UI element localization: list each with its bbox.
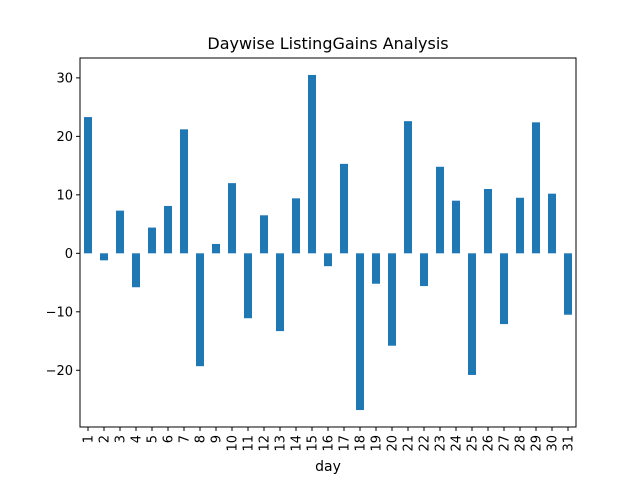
x-tick-label: 27 xyxy=(498,435,513,452)
bar-day-31 xyxy=(564,253,572,315)
x-tick-label: 21 xyxy=(402,435,417,452)
plot-frame xyxy=(79,57,577,428)
bar-day-14 xyxy=(292,198,300,254)
bar-day-15 xyxy=(308,74,316,254)
chart-title: Daywise ListingGains Analysis xyxy=(207,34,448,53)
x-tick-label: 7 xyxy=(178,435,193,443)
y-tick-label: 30 xyxy=(56,71,73,86)
bar-day-27 xyxy=(500,253,508,325)
bar-day-3 xyxy=(116,210,124,254)
x-tick-label: 14 xyxy=(290,435,305,452)
bar-day-19 xyxy=(372,253,380,284)
x-tick-label: 28 xyxy=(514,435,529,452)
x-tick-label: 25 xyxy=(466,435,481,452)
bar-day-24 xyxy=(452,200,460,254)
x-tick-label: 9 xyxy=(210,435,225,443)
y-tick-label: −20 xyxy=(46,364,73,379)
bar-day-26 xyxy=(484,188,492,254)
x-tick-label: 29 xyxy=(530,435,545,452)
x-tick-label: 18 xyxy=(354,435,369,452)
x-axis-label: day xyxy=(315,459,341,475)
y-tick-label: 20 xyxy=(56,130,73,145)
bar-day-12 xyxy=(260,215,268,254)
bar-day-25 xyxy=(468,253,476,375)
x-tick-label: 31 xyxy=(562,435,577,452)
bar-day-20 xyxy=(388,253,396,346)
x-tick-label: 20 xyxy=(386,435,401,452)
bar-day-1 xyxy=(84,117,92,254)
x-tick-label: 13 xyxy=(274,435,289,452)
x-tick-label: 2 xyxy=(98,435,113,443)
bar-day-30 xyxy=(548,193,556,254)
bar-series xyxy=(84,74,572,411)
x-axis: 1 2 3 4 5 6 7 8 9 10 11 12 13 14 15 16 17 18 19 20 21 22 23 24 2… xyxy=(82,427,577,452)
bar-day-29 xyxy=(532,122,540,254)
x-tick-label: 4 xyxy=(130,435,145,443)
x-tick-label: 10 xyxy=(226,435,241,452)
x-tick-label: 3 xyxy=(114,435,129,443)
x-tick-label: 17 xyxy=(338,435,353,452)
bar-day-22 xyxy=(420,253,428,287)
x-tick-label: 23 xyxy=(434,435,449,452)
x-tick-label: 11 xyxy=(242,435,257,452)
x-tick-label: 5 xyxy=(146,435,161,443)
bar-day-10 xyxy=(228,183,236,254)
x-tick-label: 15 xyxy=(306,435,321,452)
x-tick-label: 22 xyxy=(418,435,433,452)
y-tick-label: −10 xyxy=(46,305,73,320)
x-tick-label: 16 xyxy=(322,435,337,452)
bar-day-17 xyxy=(340,163,348,254)
x-tick-label: 8 xyxy=(194,435,209,443)
bar-day-6 xyxy=(164,205,172,254)
x-tick-label: 6 xyxy=(162,435,177,443)
bar-day-4 xyxy=(132,253,140,288)
bar-day-5 xyxy=(148,227,156,254)
bar-day-9 xyxy=(212,243,220,254)
bar-day-21 xyxy=(404,121,412,254)
x-tick-label: 24 xyxy=(450,435,465,452)
y-axis: −20 −10 0 10 20 30 xyxy=(46,71,80,379)
y-tick-label: 0 xyxy=(65,247,73,262)
x-tick-label: 30 xyxy=(546,435,561,452)
bar-day-7 xyxy=(180,129,188,254)
y-tick-label: 10 xyxy=(56,188,73,203)
bar-day-18 xyxy=(356,253,364,411)
bar-day-8 xyxy=(196,253,204,367)
bar-day-28 xyxy=(516,197,524,254)
bar-day-13 xyxy=(276,253,284,332)
x-tick-label: 1 xyxy=(82,435,97,443)
x-tick-label: 12 xyxy=(258,435,273,452)
bar-day-2 xyxy=(100,253,108,261)
bar-day-23 xyxy=(436,166,444,254)
bar-day-16 xyxy=(324,253,332,267)
x-tick-label: 19 xyxy=(370,435,385,452)
x-tick-label: 26 xyxy=(482,435,497,452)
bar-day-11 xyxy=(244,253,252,319)
